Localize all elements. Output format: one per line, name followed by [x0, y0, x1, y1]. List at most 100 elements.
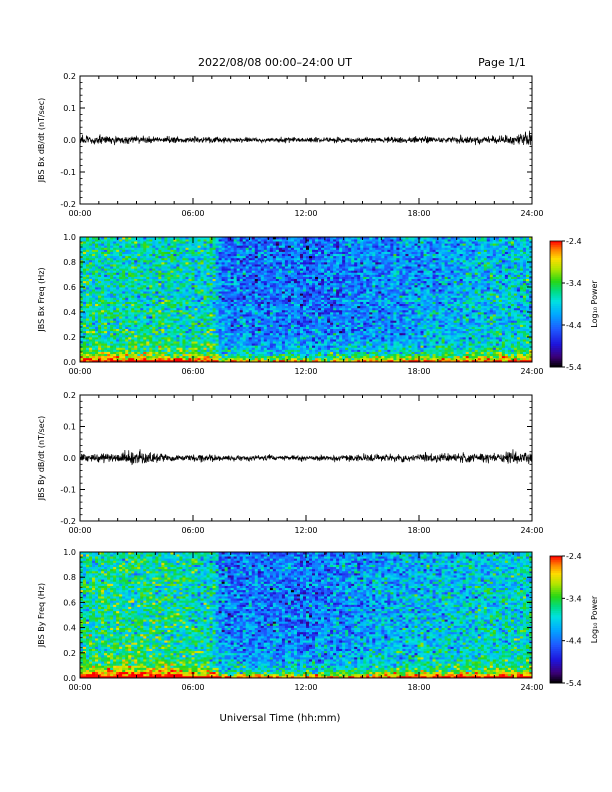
spectrogram-cell [182, 278, 186, 282]
spectrogram-cell [221, 297, 225, 300]
spectrogram-cell [86, 341, 90, 344]
spectrogram-cell [227, 332, 232, 336]
spectrogram-cell [315, 266, 319, 269]
spectrogram-cell [269, 328, 274, 332]
spectrogram-cell [101, 272, 105, 275]
spectrogram-cell [242, 347, 247, 350]
spectrogram-cell [101, 334, 105, 338]
spectrogram-cell [272, 322, 277, 325]
spectrogram-cell [272, 318, 277, 321]
spectrogram-cell [191, 295, 195, 298]
spectrogram-cell [230, 276, 235, 280]
spectrogram-cell [318, 312, 322, 315]
spectrogram-cell [284, 357, 289, 361]
spectrogram-cell [179, 284, 183, 288]
spectrogram-cell [152, 280, 156, 284]
spectrogram-cell [101, 301, 105, 305]
spectrogram-cell [149, 359, 153, 363]
spectrogram-cell [86, 289, 90, 292]
spectrogram-cell [149, 318, 153, 321]
spectrogram-cell [146, 318, 150, 321]
spectrogram-cell [83, 268, 87, 271]
spectrogram-cell [113, 295, 117, 298]
spectrogram-cell [101, 270, 105, 273]
spectrogram-cell [312, 293, 316, 296]
spectrogram-cell [236, 249, 241, 252]
spectrogram-cell [224, 309, 228, 313]
spectrogram-cell [275, 264, 280, 267]
spectrogram-cell [167, 255, 171, 259]
spectrogram-cell [185, 330, 189, 334]
spectrogram-cell [179, 314, 183, 317]
spectrogram-cell [290, 303, 295, 307]
spectrogram-cell [131, 322, 135, 325]
spectrogram-cell [179, 243, 183, 246]
spectrogram-cell [191, 270, 195, 273]
spectrogram-cell [194, 337, 198, 340]
spectrogram-cell [170, 347, 174, 350]
spectrogram-cell [137, 287, 141, 290]
spectrogram-cell [290, 270, 295, 273]
spectrogram-cell [200, 237, 204, 240]
spectrogram-cell [182, 264, 186, 267]
spectrogram-cell [281, 330, 286, 334]
spectrogram-cell [275, 249, 280, 252]
spectrogram-cell [107, 309, 111, 313]
spectrogram-cell [200, 343, 204, 346]
spectrogram-cell [116, 297, 120, 300]
spectrogram-cell [269, 303, 274, 307]
spectrogram-cell [218, 353, 222, 357]
spectrogram-cell [119, 303, 123, 307]
spectrogram-cell [191, 274, 195, 277]
spectrogram-cell [299, 332, 304, 336]
spectrogram-cell [185, 332, 189, 336]
spectrogram-cell [101, 307, 105, 311]
spectrogram-cell [287, 293, 292, 296]
spectrogram-cell [299, 255, 304, 259]
spectrogram-cell [128, 297, 132, 300]
spectrogram-cell [188, 326, 192, 330]
spectrogram-cell [318, 284, 322, 288]
spectrogram-cell [164, 266, 168, 269]
spectrogram-cell [185, 282, 189, 286]
spectrogram-cell [212, 353, 216, 357]
spectrogram-cell [203, 243, 207, 246]
spectrogram-cell [101, 249, 105, 252]
spectrogram-cell [95, 339, 99, 342]
spectrogram-cell [194, 326, 198, 330]
spectrogram-cell [92, 299, 96, 302]
spectrogram-cell [242, 270, 247, 273]
spectrogram-cell [152, 347, 156, 350]
spectrogram-cell [221, 314, 225, 317]
spectrogram-cell [287, 305, 292, 309]
spectrogram-cell [302, 237, 307, 240]
spectrogram-cell [200, 282, 204, 286]
spectrogram-cell [227, 337, 232, 340]
spectrogram-cell [306, 243, 310, 246]
spectrogram-cell [257, 320, 262, 323]
spectrogram-cell [164, 239, 168, 242]
spectrogram-cell [113, 359, 117, 363]
spectrogram-cell [266, 339, 271, 342]
spectrogram-cell [221, 301, 225, 305]
spectrogram-cell [125, 297, 129, 300]
spectrogram-cell [143, 301, 147, 305]
spectrogram-cell [101, 343, 105, 346]
spectrogram-cell [269, 312, 274, 315]
spectrogram-cell [140, 305, 144, 309]
spectrogram-cell [119, 351, 123, 355]
spectrogram-cell [206, 330, 210, 334]
spectrogram-cell [321, 251, 325, 255]
spectrogram-cell [113, 337, 117, 340]
spectrogram-cell [290, 249, 295, 252]
spectrogram-cell [281, 332, 286, 336]
spectrogram-cell [242, 262, 247, 265]
spectrogram-cell [101, 326, 105, 330]
spectrogram-cell [290, 332, 295, 336]
spectrogram-cell [188, 245, 192, 248]
spectrogram-cell [278, 253, 283, 257]
spectrogram-cell [200, 239, 204, 242]
spectrogram-cell [137, 353, 141, 357]
spectrogram-cell [233, 272, 238, 275]
spectrogram-cell [242, 268, 247, 271]
